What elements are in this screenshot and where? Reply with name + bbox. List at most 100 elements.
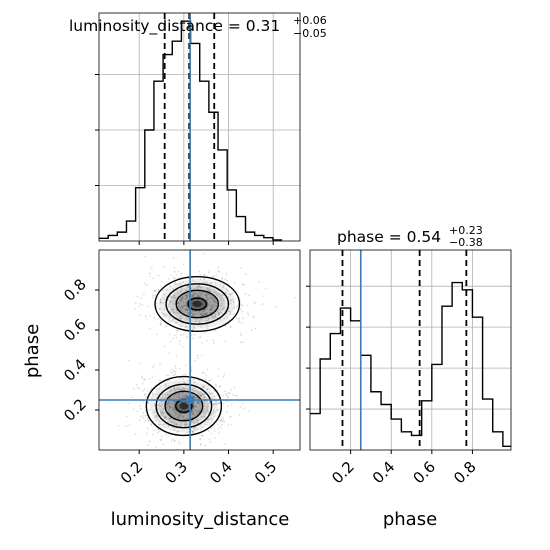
density-sample-point — [144, 414, 147, 417]
density-sample-point — [180, 409, 183, 412]
density-sample-point — [183, 304, 186, 307]
density-sample-point — [214, 301, 217, 304]
density-xtick-label: 0.2 — [117, 458, 147, 488]
density-sample-point — [169, 299, 171, 302]
density-sample-point — [169, 406, 172, 408]
density-sample-point — [147, 402, 150, 405]
density-sample-point — [200, 394, 203, 397]
density-sample-point — [197, 299, 199, 301]
density-sample-point — [162, 443, 165, 445]
density-sample-point — [208, 289, 210, 292]
density-sample-point — [200, 314, 203, 317]
density-sample-point — [178, 392, 180, 395]
density-sample-point — [209, 304, 212, 307]
density-sample-point — [218, 312, 220, 315]
density-sample-point — [205, 423, 207, 426]
density-sample-point — [216, 409, 219, 412]
phase-hist-xtick-label: 0.8 — [450, 458, 480, 488]
density-sample-point — [138, 419, 141, 422]
density-shade — [192, 300, 203, 308]
density-sample-point — [171, 296, 174, 299]
density-sample-point — [169, 301, 172, 304]
density-sample-point — [186, 328, 189, 331]
density-sample-point — [144, 419, 147, 422]
density-sample-point — [210, 421, 213, 424]
density-sample-point — [156, 416, 159, 418]
density-sample-point — [208, 438, 211, 440]
density-sample-point — [209, 309, 212, 312]
density-sample-point — [145, 396, 148, 398]
density-sample-point — [228, 416, 231, 419]
phase-title-sup: +0.23 — [449, 224, 483, 237]
density-sample-point — [171, 438, 174, 441]
density-sample-point — [175, 422, 177, 425]
density-sample-point — [185, 308, 188, 311]
density-sample-point — [254, 302, 256, 305]
density-sample-point — [209, 290, 212, 293]
density-sample-point — [179, 425, 182, 427]
density-sample-point — [198, 409, 201, 412]
density-sample-point — [145, 317, 148, 320]
density-sample-point — [206, 388, 209, 391]
density-sample-point — [207, 320, 210, 323]
density-sample-point — [177, 424, 180, 427]
density-sample-point — [178, 440, 180, 443]
density-sample-point — [218, 409, 221, 412]
density-sample-point — [214, 383, 217, 386]
density-sample-point — [180, 299, 183, 302]
density-sample-point — [141, 382, 144, 385]
phase-histogram-panel: 0.2 0.4 0.6 0.8 phase = 0.54 +0.23 −0.38 — [306, 224, 512, 488]
density-sample-point — [192, 406, 195, 409]
density-sample-point — [213, 410, 216, 413]
density-sample-point — [192, 431, 194, 434]
density-sample-point — [247, 313, 250, 316]
density-sample-point — [200, 315, 203, 317]
density-sample-point — [159, 301, 162, 304]
density-sample-point — [172, 408, 174, 411]
density-sample-point — [207, 287, 210, 290]
density-sample-point — [218, 402, 221, 405]
density-sample-point — [177, 270, 180, 273]
density-sample-point — [228, 310, 231, 313]
density-sample-point — [206, 404, 209, 407]
density-sample-point — [164, 385, 167, 387]
density-sample-point — [182, 306, 185, 309]
density-sample-point — [209, 296, 212, 299]
density-sample-point — [224, 340, 227, 343]
x-axis-label-ld: luminosity_distance — [111, 509, 290, 530]
density-sample-point — [186, 308, 188, 311]
density-sample-point — [185, 424, 188, 427]
density-sample-point — [195, 320, 198, 323]
density-sample-point — [170, 310, 172, 313]
density-sample-point — [187, 285, 189, 288]
ld-hist-frame — [98, 12, 301, 242]
density-sample-point — [241, 310, 244, 313]
density-sample-point — [146, 432, 148, 435]
density-sample-point — [167, 278, 170, 280]
density-sample-point — [147, 444, 149, 447]
density-sample-point — [173, 334, 176, 337]
density-sample-point — [212, 298, 215, 301]
density-sample-point — [233, 386, 236, 389]
density-sample-point — [197, 400, 200, 403]
density-sample-point — [172, 302, 175, 305]
density-sample-point — [165, 374, 168, 377]
density-sample-point — [164, 393, 166, 396]
density-sample-point — [151, 297, 154, 300]
density-sample-point — [217, 427, 220, 430]
density-sample-point — [179, 305, 182, 308]
density-sample-point — [192, 416, 194, 419]
density-sample-point — [176, 416, 178, 419]
density-ytick-label: 0.6 — [60, 315, 90, 345]
density-sample-point — [208, 385, 210, 387]
density-sample-point — [205, 339, 208, 342]
density-sample-point — [220, 283, 222, 286]
density-sample-point — [158, 403, 160, 406]
density-sample-point — [191, 337, 194, 340]
density-sample-point — [212, 297, 214, 300]
density-sample-point — [225, 273, 228, 276]
density-sample-point — [159, 410, 162, 413]
density-sample-point — [142, 417, 145, 419]
density-sample-point — [224, 309, 227, 312]
density-sample-point — [253, 301, 256, 304]
